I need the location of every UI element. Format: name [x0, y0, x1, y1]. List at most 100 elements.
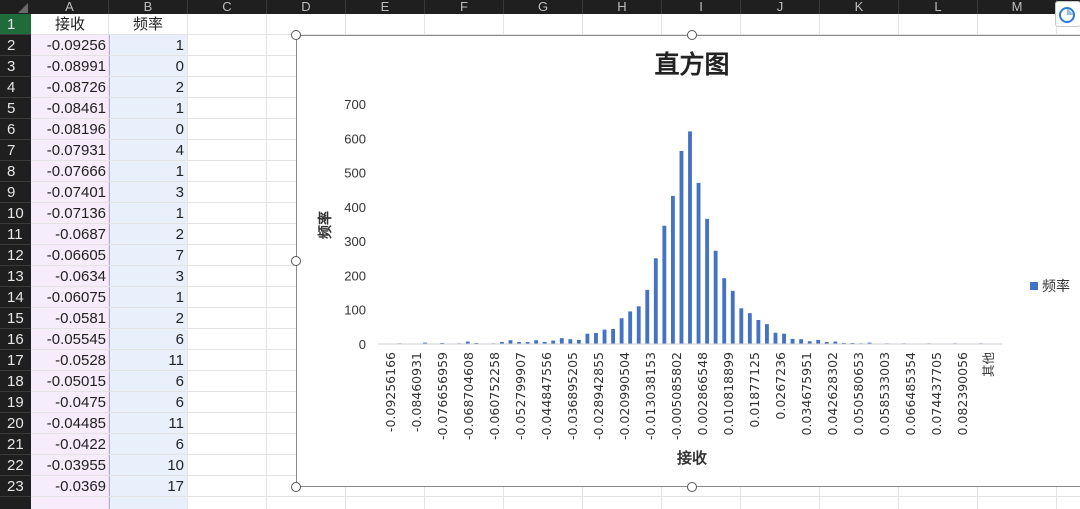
cell-a11[interactable]: -0.0687 [55, 226, 106, 243]
cell-a10[interactable]: -0.07136 [46, 205, 106, 222]
cell-a3[interactable]: -0.08991 [46, 58, 106, 75]
cell-a20[interactable]: -0.04485 [46, 415, 106, 432]
column-header-b[interactable]: B [109, 0, 188, 14]
cell-b3[interactable]: 0 [175, 58, 184, 75]
row-header-17[interactable]: 17 [0, 350, 31, 371]
select-all-corner[interactable] [0, 0, 31, 14]
x-tick-label: -0.08460931 [409, 352, 424, 432]
row-header-19[interactable]: 19 [0, 392, 31, 413]
cell-a17[interactable]: -0.0528 [55, 352, 106, 369]
chart-handle-mid-left[interactable] [291, 256, 301, 266]
y-tick-label: 700 [344, 97, 366, 112]
row-header-2[interactable]: 2 [0, 35, 31, 56]
row-header-14[interactable]: 14 [0, 287, 31, 308]
row-header-23[interactable]: 23 [0, 476, 31, 497]
cell-a2[interactable]: -0.09256 [46, 37, 106, 54]
cell-b8[interactable]: 1 [175, 163, 184, 180]
histogram-bar [551, 340, 556, 344]
histogram-chart[interactable]: 直方图 0 100 200 300 400 500 600 700 -0.09256166 -0… [296, 35, 1080, 509]
column-header-l[interactable]: L [899, 0, 978, 14]
legend-swatch [1030, 282, 1038, 290]
cell-b1-header[interactable]: 频率 [132, 16, 163, 33]
row-header-20[interactable]: 20 [0, 413, 31, 434]
chart-handle-top-mid[interactable] [687, 30, 697, 40]
cell-a4[interactable]: -0.08726 [46, 79, 106, 96]
row-header-16[interactable]: 16 [0, 329, 31, 350]
cell-b21[interactable]: 6 [175, 436, 184, 453]
cell-a18[interactable]: -0.05015 [46, 373, 106, 390]
row-header-7[interactable]: 7 [0, 140, 31, 161]
cell-b18[interactable]: 6 [175, 373, 184, 390]
cell-a16[interactable]: -0.05545 [46, 331, 106, 348]
column-header-g[interactable]: G [504, 0, 583, 14]
chart-handle-bottom-mid[interactable] [687, 482, 697, 492]
row-header-15[interactable]: 15 [0, 308, 31, 329]
cell-b4[interactable]: 2 [175, 79, 184, 96]
cell-b15[interactable]: 2 [175, 310, 184, 327]
x-tick-label: 0.0267236 [773, 352, 788, 420]
cell-a21[interactable]: -0.0422 [55, 436, 106, 453]
row-header-5[interactable]: 5 [0, 98, 31, 119]
row-header-10[interactable]: 10 [0, 203, 31, 224]
cell-b14[interactable]: 1 [175, 289, 184, 306]
cell-b17[interactable]: 11 [168, 352, 184, 369]
row-header-4[interactable]: 4 [0, 77, 31, 98]
cell-a9[interactable]: -0.07401 [46, 184, 106, 201]
cell-a22[interactable]: -0.03955 [46, 457, 106, 474]
cell-b11[interactable]: 2 [175, 226, 184, 243]
chart-handle-bottom-left[interactable] [291, 482, 301, 492]
cell-b9[interactable]: 3 [175, 184, 184, 201]
cell-a5[interactable]: -0.08461 [46, 100, 106, 117]
cell-a13[interactable]: -0.0634 [55, 268, 106, 285]
cell-a7[interactable]: -0.07931 [46, 142, 106, 159]
column-header-f[interactable]: F [425, 0, 504, 14]
cell-b13[interactable]: 3 [175, 268, 184, 285]
cell-a8[interactable]: -0.07666 [46, 163, 106, 180]
row-header-18[interactable]: 18 [0, 371, 31, 392]
column-header-c[interactable]: C [188, 0, 267, 14]
column-header-d[interactable]: D [267, 0, 346, 14]
row-header-21[interactable]: 21 [0, 434, 31, 455]
chart-elements-button[interactable] [1055, 1, 1080, 27]
cell-b12[interactable]: 7 [175, 247, 184, 264]
row-header-9[interactable]: 9 [0, 182, 31, 203]
x-tick-label: -0.013038153 [643, 352, 658, 440]
column-header-i[interactable]: I [662, 0, 741, 14]
cell-b7[interactable]: 4 [175, 142, 184, 159]
histogram-bar [816, 339, 821, 344]
row-header-8[interactable]: 8 [0, 161, 31, 182]
cell-b20[interactable]: 11 [168, 415, 184, 432]
column-header-j[interactable]: J [741, 0, 820, 14]
row-header-13[interactable]: 13 [0, 266, 31, 287]
cell-b5[interactable]: 1 [175, 100, 184, 117]
cell-b23[interactable]: 17 [167, 478, 184, 495]
cell-b22[interactable]: 10 [167, 457, 184, 474]
cell-a12[interactable]: -0.06605 [46, 247, 106, 264]
cell-a14[interactable]: -0.06075 [46, 289, 106, 306]
cell-a6[interactable]: -0.08196 [46, 121, 106, 138]
chart-handle-top-left[interactable] [291, 30, 301, 40]
row-header-6[interactable]: 6 [0, 119, 31, 140]
cell-b2[interactable]: 1 [175, 37, 184, 54]
cell-a23[interactable]: -0.0369 [55, 478, 106, 495]
row-header-3[interactable]: 3 [0, 56, 31, 77]
cell-b16[interactable]: 6 [175, 331, 184, 348]
column-header-e[interactable]: E [346, 0, 425, 14]
cell-b6[interactable]: 0 [175, 121, 184, 138]
cell-b10[interactable]: 1 [175, 205, 184, 222]
cell-a15[interactable]: -0.0581 [55, 310, 106, 327]
row-header-1[interactable]: 1 [0, 14, 31, 35]
column-header-h[interactable]: H [583, 0, 662, 14]
row-header-22[interactable]: 22 [0, 455, 31, 476]
x-tick-label: -0.060752258 [487, 352, 502, 440]
row-header-12[interactable]: 12 [0, 245, 31, 266]
column-header-m[interactable]: M [978, 0, 1057, 14]
column-header-a[interactable]: A [31, 0, 109, 14]
cell-b19[interactable]: 6 [175, 394, 184, 411]
cell-a1-header[interactable]: 接收 [54, 16, 85, 33]
grid-horizontal-line [31, 34, 1080, 35]
column-header-k[interactable]: K [820, 0, 899, 14]
cell-a19[interactable]: -0.0475 [55, 394, 106, 411]
y-tick-label: 500 [344, 166, 366, 181]
row-header-11[interactable]: 11 [0, 224, 31, 245]
